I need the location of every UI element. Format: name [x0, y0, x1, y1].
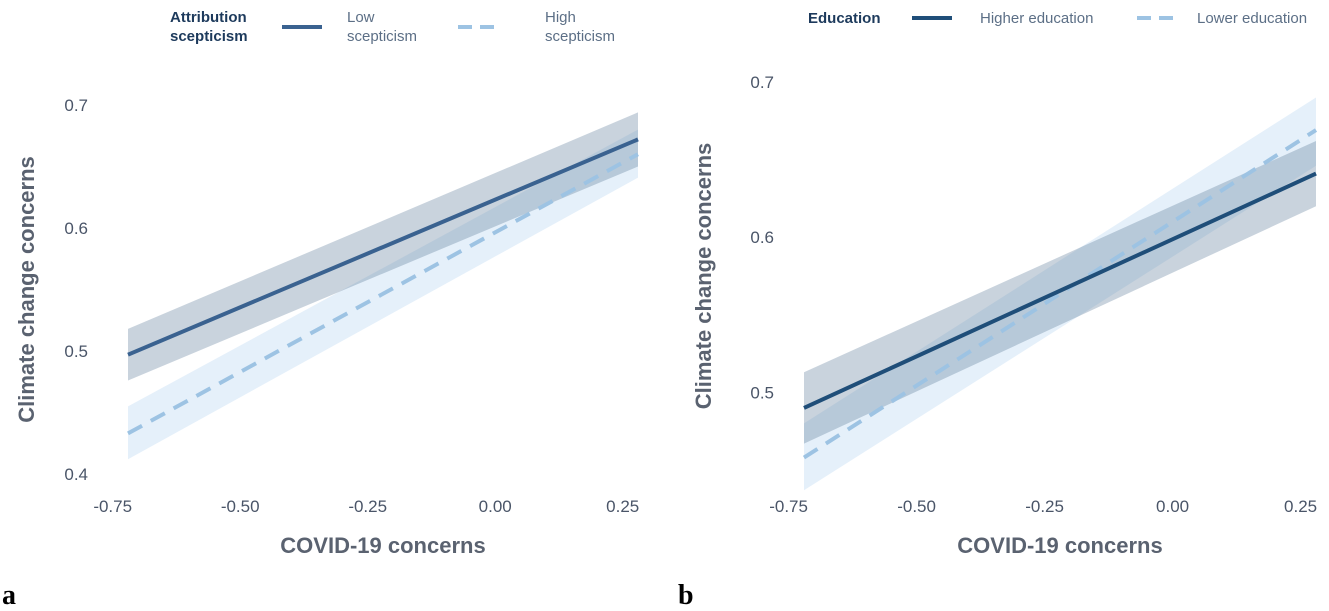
legend-a: Attribution scepticism Low scepticism High sc…	[170, 9, 615, 45]
x-axis-title-b: COVID-19 concerns	[957, 533, 1162, 558]
series-line-a-2	[127, 152, 639, 436]
y-tick-label-a-2: 0.6	[64, 219, 88, 238]
ci-band-b-2	[804, 97, 1316, 491]
series-line-b-2	[802, 128, 1318, 460]
y-tick-label-b-1: 0.6	[750, 228, 774, 247]
x-tick-label-a-4: 0.25	[606, 497, 639, 516]
x-tick-label-a-0: -0.75	[93, 497, 132, 516]
legend-label-a-1-1: scepticism	[545, 28, 615, 45]
x-tick-label-a-2: -0.25	[348, 497, 387, 516]
legend-label-a-0-1: scepticism	[347, 28, 417, 45]
x-tick-label-b-4: 0.25	[1284, 497, 1317, 516]
y-axis-title-b: Climate change concerns	[691, 143, 716, 410]
y-axis-title-a: Climate change concerns	[14, 156, 39, 423]
legend-title-b-0: Education	[808, 10, 881, 27]
y-tick-label-a-0: 0.4	[64, 465, 88, 484]
legend-label-a-0-0: Low	[347, 9, 375, 26]
y-tick-label-a-1: 0.5	[64, 342, 88, 361]
legend-title-a-0: Attribution	[170, 9, 247, 26]
y-tick-label-b-2: 0.7	[750, 73, 774, 92]
legend-label-b-0-0: Higher education	[980, 10, 1093, 27]
panel-b-chart: 0.5 0.6 0.7 -0.75 -0.50 -0.25 0.00 0.25 COVID-19…	[678, 10, 1317, 611]
panel-a-chart: 0.4 0.5 0.6 0.7 -0.75 -0.50 -0.25 0.00 0.25 COVID…	[2, 9, 639, 611]
series-line-b-1	[803, 171, 1317, 410]
x-tick-label-b-2: -0.25	[1025, 497, 1064, 516]
y-tick-label-a-3: 0.7	[64, 96, 88, 115]
legend-b: Education Higher education Lower education	[808, 10, 1307, 27]
x-tick-label-a-3: 0.00	[479, 497, 512, 516]
y-tick-label-b-0: 0.5	[750, 383, 774, 402]
x-tick-label-b-3: 0.00	[1156, 497, 1189, 516]
panel-label-a: a	[2, 580, 16, 611]
legend-label-a-1-0: High	[545, 9, 576, 26]
x-axis-title-a: COVID-19 concerns	[280, 533, 485, 558]
legend-label-b-1-0: Lower education	[1197, 10, 1307, 27]
x-tick-label-b-1: -0.50	[897, 497, 936, 516]
series-line-a-1	[127, 137, 639, 357]
x-tick-label-b-0: -0.75	[769, 497, 808, 516]
legend-title-a-1: scepticism	[170, 28, 248, 45]
panel-label-b: b	[678, 580, 694, 611]
x-tick-label-a-1: -0.50	[221, 497, 260, 516]
